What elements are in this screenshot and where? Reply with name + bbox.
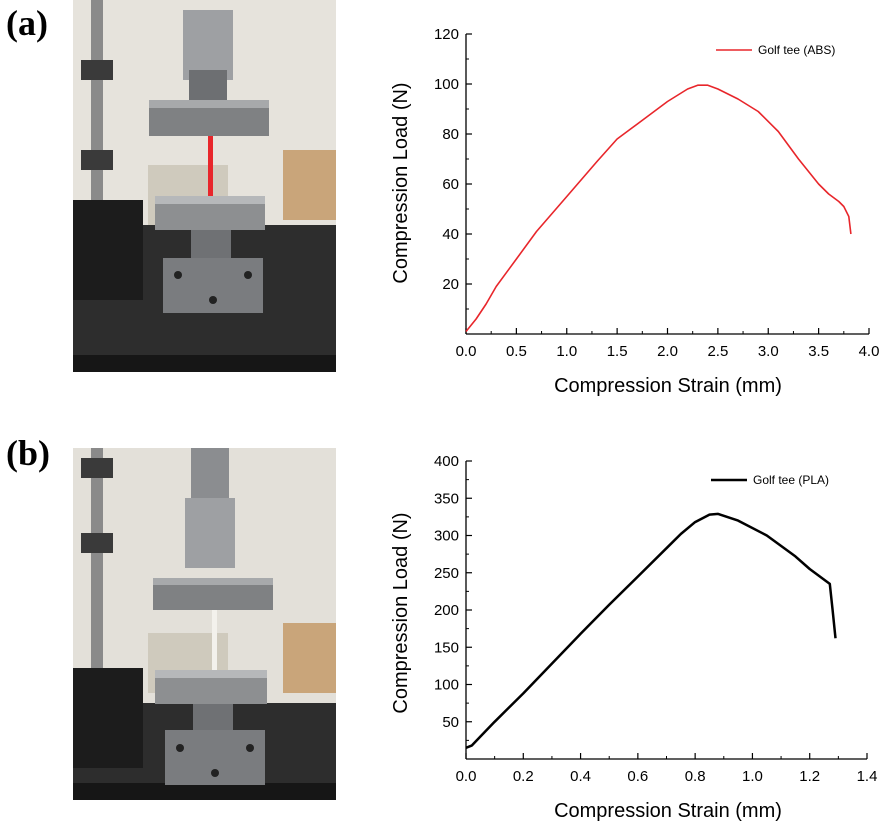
chart-a-xlabel: Compression Strain (mm) [554, 375, 782, 397]
chart-a-x-tick-label: 4.0 [859, 343, 880, 360]
chart-a-y-tick-label: 40 [442, 226, 459, 243]
chart-a-x-tick-label: 1.5 [607, 343, 628, 360]
chart-a-x-tick-label: 2.0 [657, 343, 678, 360]
chart-a-y-tick-label: 120 [434, 26, 459, 43]
chart-a-x-tick-label: 2.5 [707, 343, 728, 360]
chart-a-x-tick-label: 1.0 [556, 343, 577, 360]
chart-a-y-tick-label: 20 [442, 276, 459, 293]
chart-a-x-tick-label: 0.5 [506, 343, 527, 360]
chart-a-legend-label: Golf tee (ABS) [758, 43, 835, 57]
photo-pla-compression-test [73, 448, 336, 800]
chart-a-x-tick-label: 3.5 [808, 343, 829, 360]
chart-a-y-tick-label: 80 [442, 126, 459, 143]
panel-label-b: (b) [6, 433, 50, 473]
chart-a-x-tick-label: 3.0 [758, 343, 779, 360]
chart-a-series-line [465, 84, 852, 333]
chart-a-x-tick-label: 0.0 [456, 343, 477, 360]
chart-a-y-tick-label: 60 [442, 176, 459, 193]
chart-a-ylabel: Compression Load (N) [390, 82, 412, 283]
chart-a-y-tick-label: 100 [434, 76, 459, 93]
photo-abs-compression-test [73, 0, 336, 372]
panel-label-a: (a) [6, 3, 48, 43]
